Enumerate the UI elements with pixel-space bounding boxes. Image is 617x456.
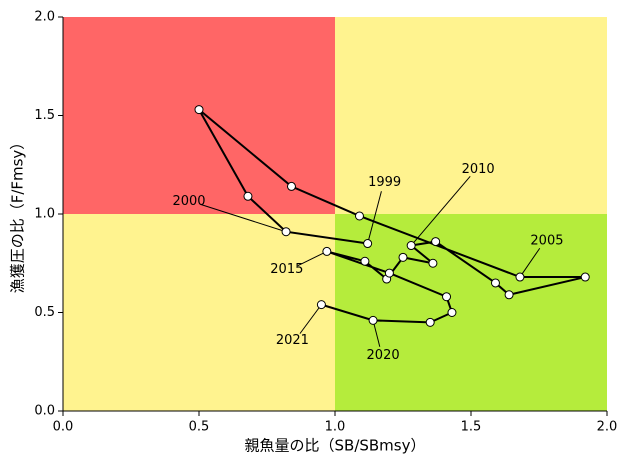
leader-line xyxy=(367,191,382,244)
point xyxy=(360,256,370,266)
point xyxy=(368,315,378,325)
leader-line xyxy=(410,175,471,246)
point xyxy=(431,237,441,247)
zone-healthy xyxy=(335,214,607,411)
leader-line xyxy=(372,320,381,347)
point xyxy=(194,105,204,115)
point-label: 2015 xyxy=(270,262,303,277)
y-tick-label: 0.0 xyxy=(34,404,55,419)
point-label: 1999 xyxy=(368,175,401,190)
point xyxy=(354,211,364,221)
point xyxy=(515,272,525,282)
point xyxy=(316,300,326,310)
y-axis-label: 漁獲圧の比（F/Fmsy） xyxy=(9,135,27,294)
x-tick-label: 1.0 xyxy=(325,420,346,435)
point xyxy=(504,290,514,300)
point xyxy=(425,317,435,327)
zone-overfished xyxy=(63,17,335,214)
y-tick-label: 1.5 xyxy=(34,108,55,123)
point xyxy=(398,252,408,262)
point xyxy=(406,241,416,251)
point xyxy=(447,308,457,317)
y-tick-label: 1.0 xyxy=(34,207,55,222)
x-tick-label: 0.5 xyxy=(189,420,210,435)
point xyxy=(363,239,373,249)
point-label: 2005 xyxy=(530,234,563,249)
point xyxy=(286,181,296,191)
point xyxy=(384,268,394,278)
x-axis-label: 親魚量の比（SB/SBmsy） xyxy=(245,437,426,455)
point-label: 2021 xyxy=(276,333,309,348)
point xyxy=(322,246,332,256)
x-tick-label: 2.0 xyxy=(597,420,617,435)
leader-line xyxy=(299,304,322,334)
y-tick-label: 2.0 xyxy=(34,10,55,25)
point xyxy=(243,191,253,201)
x-tick-label: 1.5 xyxy=(461,420,482,435)
point-label: 2000 xyxy=(172,194,205,209)
point xyxy=(428,258,438,268)
x-tick-label: 0.0 xyxy=(53,420,74,435)
leader-line xyxy=(297,250,328,267)
point xyxy=(281,227,291,237)
leader-line xyxy=(519,247,541,278)
leader-line xyxy=(200,203,287,233)
point xyxy=(442,292,452,302)
point xyxy=(490,278,500,288)
point xyxy=(580,272,590,282)
point-label: 2020 xyxy=(367,348,400,363)
point-label: 2010 xyxy=(462,162,495,177)
y-tick-label: 0.5 xyxy=(34,305,55,320)
